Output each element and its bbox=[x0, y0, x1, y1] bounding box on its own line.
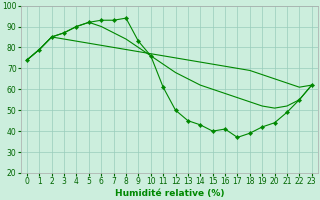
X-axis label: Humidité relative (%): Humidité relative (%) bbox=[115, 189, 224, 198]
